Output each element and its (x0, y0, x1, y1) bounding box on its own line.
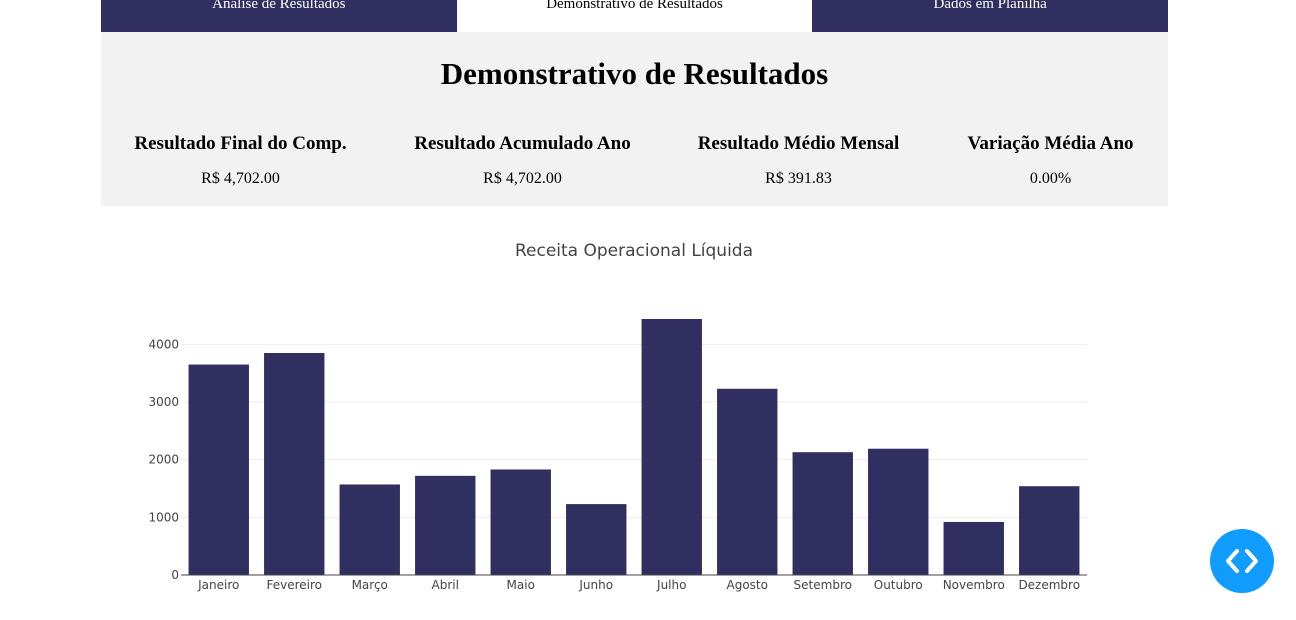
bar[interactable] (641, 319, 702, 575)
y-tick-label: 0 (171, 568, 179, 582)
bar[interactable] (792, 452, 853, 575)
gridlines (181, 343, 1087, 518)
code-icon (1226, 549, 1258, 573)
bar[interactable] (490, 469, 551, 575)
y-tick-label: 1000 (148, 510, 179, 524)
x-tick-label: Abril (432, 578, 459, 592)
summary-panel: Demonstrativo de Resultados Resultado Fi… (101, 32, 1168, 206)
x-tick-label: Outubro (874, 578, 923, 592)
kpi-value: 0.00% (1029, 170, 1072, 187)
x-tick-label: Dezembro (1018, 578, 1080, 592)
bar[interactable] (188, 364, 249, 575)
x-tick-label: Junho (578, 578, 613, 592)
kpi-label: Resultado Final do Comp. (134, 133, 347, 154)
bar[interactable] (943, 521, 1004, 575)
x-tick-label: Janeiro (197, 578, 239, 592)
bar[interactable] (264, 353, 325, 575)
kpi-label: Resultado Médio Mensal (697, 133, 900, 154)
kpi-label: Variação Média Ano (967, 133, 1134, 154)
x-tick-label: Fevereiro (266, 578, 322, 592)
kpi-value: R$ 391.83 (765, 170, 832, 187)
axis-ticks: 0 1000 2000 3000 4000 Janeiro Fevereiro Março Ab… (148, 337, 1087, 592)
y-tick-label: 2000 (148, 453, 179, 467)
bar[interactable] (415, 475, 476, 575)
code-toggle-button[interactable] (1210, 529, 1274, 593)
bar[interactable] (717, 388, 778, 575)
kpi-value: R$ 4,702.00 (201, 170, 280, 187)
page-title: Demonstrativo de Resultados (440, 56, 829, 91)
chart-title: Receita Operacional Líquida (515, 241, 753, 261)
tab-dados-planilha[interactable]: Dados em Planilha (812, 0, 1169, 32)
x-tick-label: Julho (656, 578, 686, 592)
kpi-resultado-acumulado: Resultado Acumulado Ano R$ 4,702.00 (389, 132, 656, 188)
y-tick-label: 3000 (148, 395, 179, 409)
tab-label: Dados em Planilha (933, 0, 1047, 12)
kpi-resultado-final: Resultado Final do Comp. R$ 4,702.00 (107, 132, 374, 188)
bar[interactable] (868, 448, 929, 575)
y-tick-label: 4000 (148, 337, 179, 351)
tab-demonstrativo-resultados[interactable]: Demonstrativo de Resultados (456, 0, 813, 32)
bar[interactable] (339, 484, 400, 575)
bars (188, 319, 1080, 575)
x-tick-label: Agosto (727, 578, 768, 592)
revenue-bar-chart: Receita Operacional Líquida 0 1000 2000 300… (148, 241, 1087, 592)
x-tick-label: Setembro (794, 578, 852, 592)
kpi-variacao-media: Variação Média Ano 0.00% (917, 132, 1184, 188)
x-tick-label: Maio (507, 578, 535, 592)
bar[interactable] (1019, 486, 1080, 575)
kpi-value: R$ 4,702.00 (483, 170, 562, 187)
tab-bar: Análise de Resultados Demonstrativo de R… (101, 0, 1169, 32)
x-tick-label: Novembro (943, 578, 1005, 592)
tab-label: Demonstrativo de Resultados (546, 0, 723, 12)
tab-analise-resultados[interactable]: Análise de Resultados (101, 0, 457, 32)
x-tick-label: Março (352, 578, 388, 592)
tab-label: Análise de Resultados (212, 0, 346, 12)
kpi-resultado-medio: Resultado Médio Mensal R$ 391.83 (665, 132, 932, 188)
bar[interactable] (566, 504, 627, 575)
kpi-label: Resultado Acumulado Ano (414, 133, 631, 154)
